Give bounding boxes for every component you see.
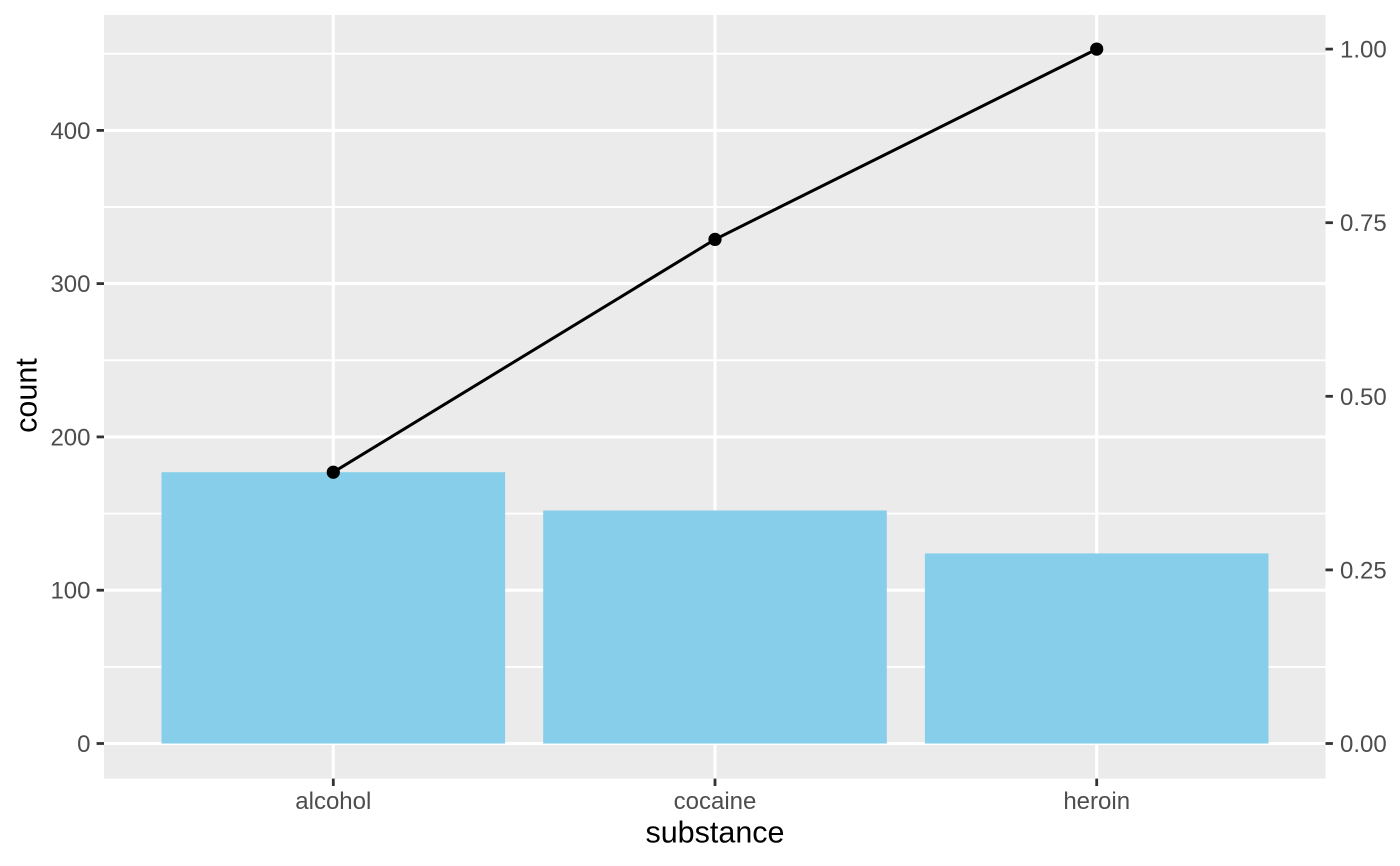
svg-text:1.00: 1.00 xyxy=(1340,37,1387,64)
svg-text:0.00: 0.00 xyxy=(1340,731,1387,758)
svg-text:count: count xyxy=(10,358,44,433)
svg-text:0: 0 xyxy=(77,731,90,758)
svg-text:100: 100 xyxy=(50,578,90,605)
svg-text:alcohol: alcohol xyxy=(295,788,371,815)
svg-text:substance: substance xyxy=(645,816,784,850)
svg-text:400: 400 xyxy=(50,118,90,145)
svg-text:cocaine: cocaine xyxy=(674,788,757,815)
svg-text:0.50: 0.50 xyxy=(1340,384,1387,411)
svg-text:200: 200 xyxy=(50,424,90,451)
svg-text:300: 300 xyxy=(50,271,90,298)
svg-text:heroin: heroin xyxy=(1063,788,1130,815)
svg-text:0.25: 0.25 xyxy=(1340,557,1387,584)
svg-text:0.75: 0.75 xyxy=(1340,210,1387,237)
